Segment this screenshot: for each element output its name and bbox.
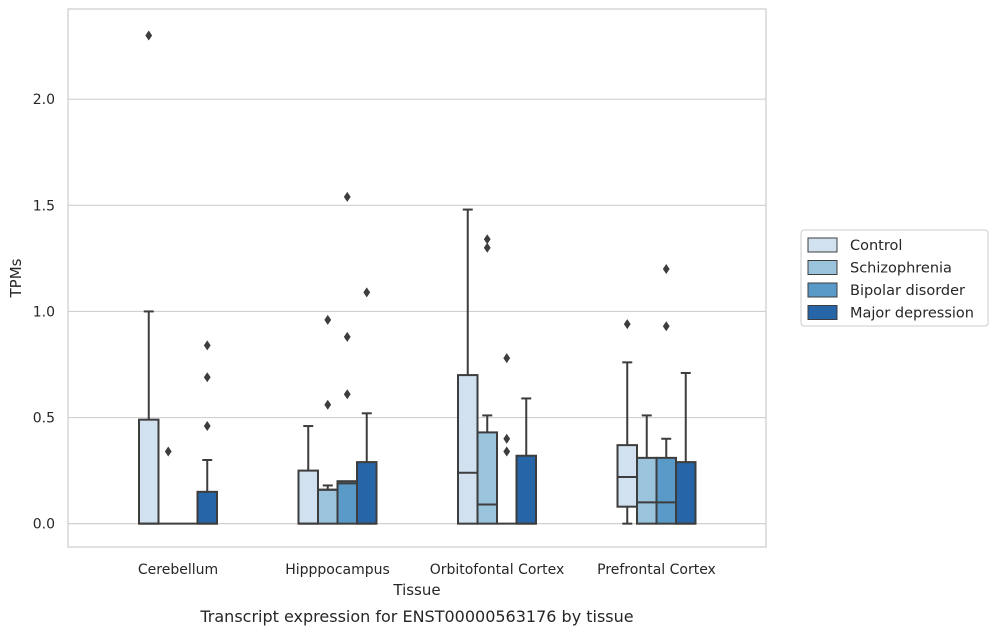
- box-bipolar-disorder: [655, 263, 677, 525]
- legend: Control Schizophrenia Bipolar disorder Majo…: [800, 229, 989, 327]
- boxes: [138, 30, 697, 525]
- outlier-point: [483, 242, 491, 253]
- outlier-point: [503, 446, 511, 457]
- outlier-point: [503, 353, 511, 364]
- legend-frame: [800, 229, 989, 327]
- box-schizophrenia: [158, 446, 178, 525]
- box-control: [616, 319, 638, 525]
- box-iqr: [515, 454, 537, 525]
- y-tick-labels: 0.0 0.5 1.0 1.5 2.0: [33, 92, 55, 532]
- box-schizophrenia: [317, 314, 339, 525]
- y-axis-title: TPMs: [7, 258, 25, 298]
- outlier-point: [145, 30, 153, 41]
- box-iqr: [655, 456, 677, 525]
- outlier-point: [503, 433, 511, 444]
- y-tick-label: 0.0: [33, 517, 55, 533]
- outlier-point: [343, 331, 351, 342]
- chart-caption: Transcript expression for ENST0000056317…: [199, 607, 633, 626]
- outlier-point: [324, 314, 332, 325]
- y-tick-label: 2.0: [33, 92, 55, 108]
- x-tick-label: Prefrontal Cortex: [597, 562, 716, 578]
- outlier-point: [363, 287, 371, 298]
- box-major-depression: [515, 397, 537, 525]
- plot-area: [67, 8, 767, 548]
- box-iqr: [476, 431, 498, 525]
- legend-label: Major depression: [850, 306, 974, 322]
- box-iqr: [317, 488, 339, 525]
- x-tick-label: Cerebellum: [138, 562, 218, 578]
- outlier-point: [662, 321, 670, 332]
- legend-swatch: [807, 260, 838, 275]
- legend-swatch: [807, 237, 838, 253]
- box-iqr: [457, 374, 479, 525]
- box-bipolar-disorder: [336, 191, 358, 525]
- box-iqr: [636, 456, 658, 525]
- legend-swatch: [807, 305, 838, 320]
- outlier-point: [662, 263, 670, 274]
- legend-items: Control Schizophrenia Bipolar disorder Majo…: [807, 237, 974, 322]
- outlier-point: [203, 421, 211, 432]
- x-tick-label: Orbitofontal Cortex: [430, 562, 565, 578]
- box-iqr: [196, 490, 218, 525]
- outlier-point: [483, 234, 491, 245]
- box-control: [457, 208, 479, 525]
- box-iqr: [138, 418, 160, 525]
- x-tick-label: Hipppocampus: [285, 562, 390, 578]
- x-axis-title: Tissue: [392, 581, 440, 599]
- x-tick-labels: Cerebellum Hipppocampus Orbitofontal Corte…: [138, 562, 716, 578]
- box-iqr: [336, 480, 358, 525]
- y-tick-label: 1.5: [33, 198, 55, 214]
- box-iqr: [297, 469, 319, 525]
- box-control: [138, 30, 160, 525]
- legend-label: Schizophrenia: [850, 261, 952, 277]
- box-control: [297, 425, 319, 525]
- legend-label: Control: [850, 238, 902, 254]
- outlier-point: [623, 319, 631, 330]
- outlier-point: [203, 372, 211, 383]
- outlier-point: [343, 191, 351, 202]
- outlier-point: [343, 389, 351, 400]
- y-tick-label: 0.5: [33, 411, 55, 427]
- box-major-depression: [675, 371, 697, 525]
- box-iqr: [616, 444, 638, 508]
- outlier-point: [203, 340, 211, 351]
- box-major-depression: [356, 287, 378, 525]
- outlier-point: [164, 446, 172, 457]
- box-iqr: [356, 461, 378, 525]
- outlier-point: [324, 399, 332, 410]
- legend-label: Bipolar disorder: [850, 283, 965, 299]
- box-major-depression: [196, 340, 218, 525]
- plot-frame: [67, 8, 767, 548]
- legend-swatch: [807, 282, 838, 298]
- box-iqr: [675, 461, 697, 525]
- box-schizophrenia: [476, 234, 498, 525]
- y-tick-label: 1.0: [33, 304, 55, 320]
- box-bipolar-disorder: [497, 353, 517, 525]
